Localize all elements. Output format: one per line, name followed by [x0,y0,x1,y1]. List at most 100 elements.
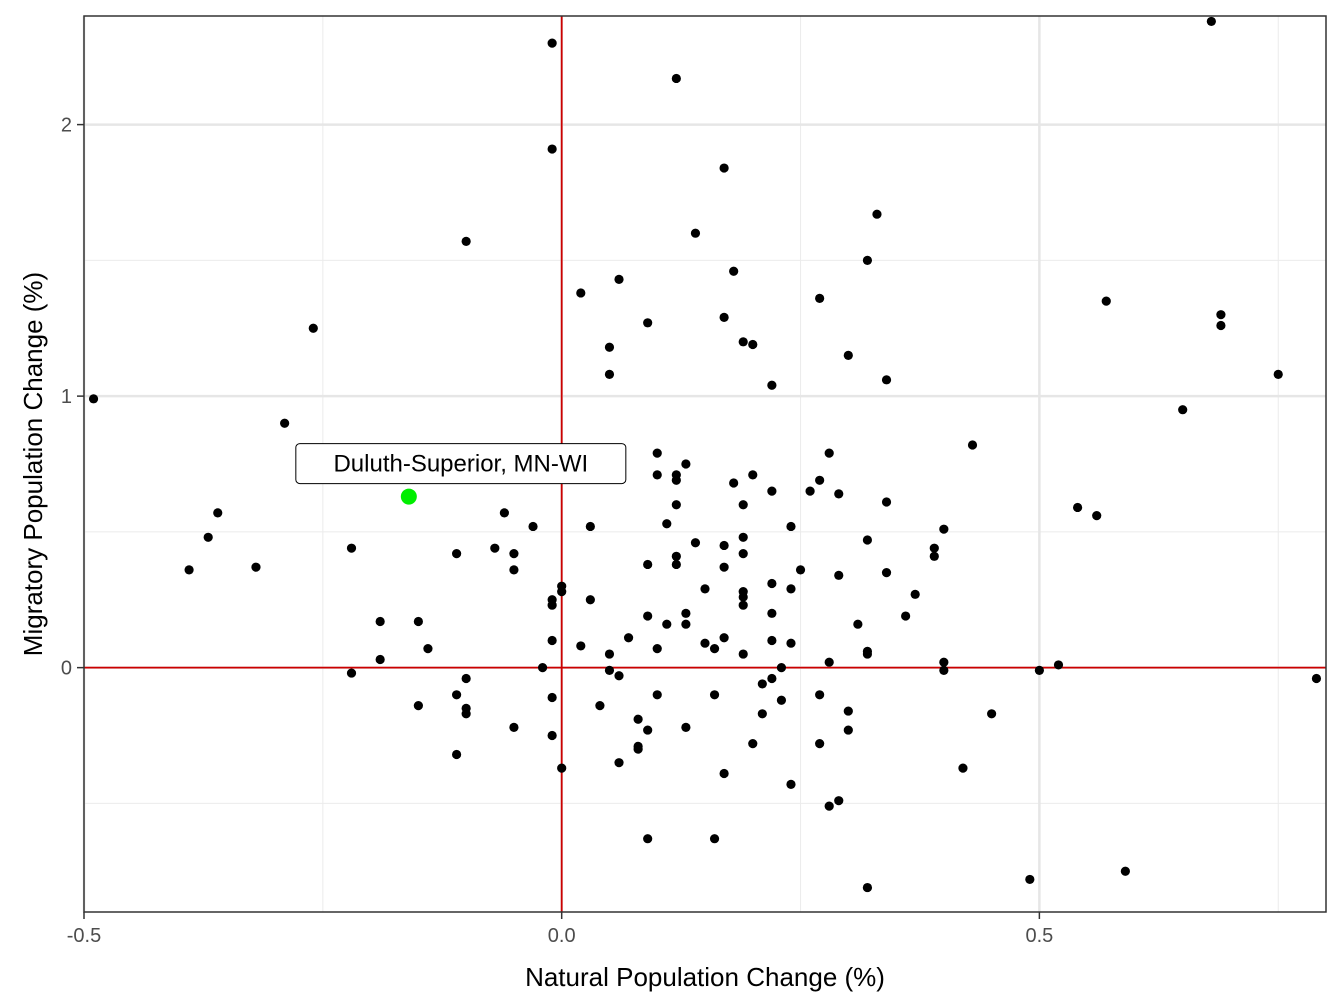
data-point [652,470,662,480]
data-point [509,565,519,575]
data-point [881,568,892,578]
data-point [1073,502,1083,513]
data-point [824,801,834,811]
data-point [815,739,825,749]
data-point [452,749,462,760]
data-point [203,532,213,542]
data-point [213,508,223,518]
data-point [623,633,634,643]
data-point [662,619,672,629]
data-point [509,549,519,559]
data-point [939,524,949,534]
data-point [1216,310,1226,320]
data-point [767,635,777,646]
data-point [881,375,892,385]
data-point [547,144,557,154]
data-point [843,350,853,360]
data-point [681,608,691,618]
data-point [643,834,653,844]
data-point [881,497,892,507]
data-point [557,587,567,597]
data-point [709,690,720,700]
data-point [815,475,825,485]
data-point [967,440,978,450]
data-point [1120,866,1130,876]
data-point [461,673,471,684]
data-point [251,562,261,572]
data-point [987,709,997,719]
data-point [633,714,643,724]
data-point [643,559,653,570]
minor-gridlines [84,16,1326,912]
data-point [413,701,423,711]
data-point [757,679,767,689]
data-point [738,500,748,510]
data-point [1101,296,1111,306]
data-point [614,758,624,768]
data-point [643,611,653,621]
y-axis-title: Migratory Population Change (%) [18,272,48,656]
data-point [308,323,318,333]
data-point [700,638,710,648]
data-point [786,584,796,594]
data-point [843,706,853,716]
data-point [738,649,748,659]
data-point [184,565,194,575]
data-point [767,673,777,684]
data-point [452,549,462,559]
data-point [776,663,787,673]
data-point [939,665,949,675]
data-point [576,641,586,651]
data-point [652,644,662,654]
data-point [547,635,557,646]
data-point [719,540,729,551]
data-point [843,725,853,735]
data-point [700,584,710,594]
data-point [547,38,557,48]
data-point [461,236,471,246]
data-point [872,209,882,219]
data-point [786,638,796,648]
data-point [614,274,624,284]
data-point [824,657,834,667]
data-point [815,690,825,700]
data-point [652,448,662,458]
panel-border [83,15,1327,913]
data-point [709,834,720,844]
data-point [853,619,863,629]
data-point [738,549,748,559]
data-point [901,611,911,621]
data-point [929,543,939,553]
data-point [595,701,605,711]
data-point [719,768,729,779]
data-point [375,654,385,665]
data-point [509,722,519,732]
data-point [738,600,748,610]
data-point [834,489,844,499]
data-points [88,16,1322,893]
data-point [671,475,681,485]
data-point [604,342,615,352]
x-tick-label: 0.0 [548,925,576,947]
data-point [461,709,471,719]
data-point [1216,320,1226,331]
data-point [1092,510,1102,521]
data-point [88,394,99,404]
highlight-label-box [295,443,627,485]
data-point [805,486,815,496]
data-point [671,73,681,84]
data-point [662,519,672,529]
data-point [633,741,643,751]
data-point [346,543,357,553]
y-axis: 0 1 2 [61,115,84,680]
data-point [643,725,653,735]
data-point [1273,369,1283,379]
data-point [452,690,462,700]
data-point [690,228,701,238]
data-point [528,521,538,532]
data-point [1053,660,1064,670]
data-point [834,796,844,806]
y-tick-label: 2 [61,115,72,137]
data-point [671,559,681,570]
data-point [576,288,586,298]
